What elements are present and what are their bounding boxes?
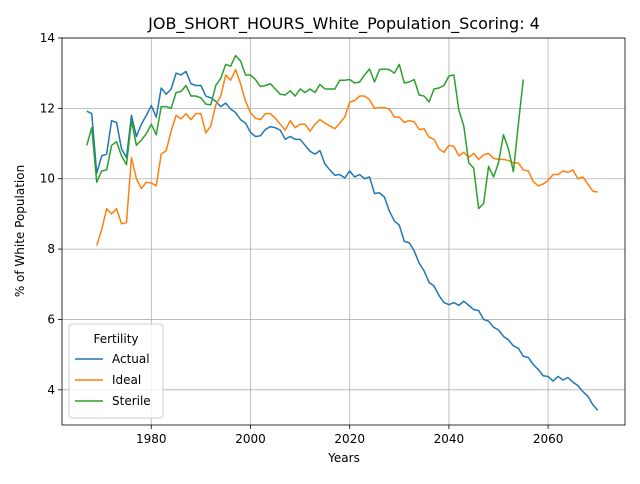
- series-lines: [86, 54, 599, 411]
- y-tick-label: 14: [40, 31, 55, 45]
- x-tick-label: 2040: [434, 432, 465, 446]
- x-tick-label: 2020: [334, 432, 365, 446]
- x-tick-label: 1980: [136, 432, 167, 446]
- x-tick-label: 2000: [235, 432, 266, 446]
- chart-title: JOB_SHORT_HOURS_White_Population_Scoring…: [147, 14, 540, 34]
- y-tick-label: 6: [47, 312, 55, 326]
- legend-label-actual: Actual: [112, 352, 150, 366]
- x-axis-label: Years: [327, 451, 360, 465]
- series-line-sterile: [86, 54, 525, 210]
- legend: Fertility Actual Ideal Sterile: [68, 323, 164, 419]
- y-tick-label: 8: [47, 242, 55, 256]
- y-tick-label: 12: [40, 101, 55, 115]
- legend-box: [68, 323, 164, 419]
- plot-frame: [61, 37, 626, 426]
- legend-label-sterile: Sterile: [112, 394, 151, 408]
- series-line-actual: [86, 70, 599, 411]
- axis-ticks: 1980 2000 2020 2040 2060 4 6 8 10 12 14: [40, 31, 564, 446]
- x-tick-label: 2060: [533, 432, 564, 446]
- y-tick-label: 10: [40, 172, 55, 186]
- legend-label-ideal: Ideal: [112, 373, 141, 387]
- y-tick-label: 4: [47, 383, 55, 397]
- y-axis-label: % of White Population: [13, 165, 27, 297]
- legend-title: Fertility: [93, 332, 138, 346]
